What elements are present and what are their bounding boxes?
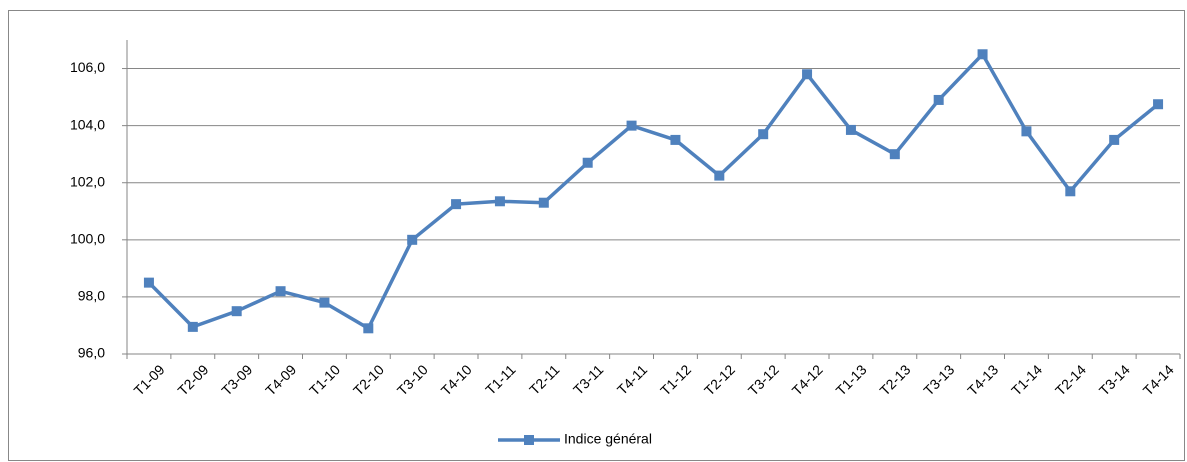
series-line: [147, 52, 1160, 331]
point-marker: [538, 197, 549, 208]
legend-marker: [524, 435, 534, 445]
point-marker: [1109, 134, 1120, 145]
point-marker: [626, 120, 637, 131]
y-tick-label: 96,0: [78, 345, 105, 361]
point-marker: [143, 277, 154, 288]
point-marker: [494, 196, 505, 207]
point-marker: [275, 286, 286, 297]
legend-label: Indice général: [564, 431, 652, 447]
chart-border: [8, 10, 1185, 461]
point-marker: [889, 149, 900, 160]
point-marker: [845, 124, 856, 135]
point-marker: [758, 129, 769, 140]
point-marker: [319, 297, 330, 308]
y-tick-label: 98,0: [78, 288, 105, 304]
point-marker: [187, 321, 198, 332]
point-marker: [1065, 186, 1076, 197]
point-marker: [933, 94, 944, 105]
point-marker: [451, 199, 462, 210]
point-marker: [1153, 99, 1164, 110]
point-marker: [363, 323, 374, 334]
point-marker: [977, 49, 988, 60]
y-tick-label: 100,0: [70, 231, 105, 247]
point-marker: [1021, 126, 1032, 137]
point-marker: [407, 234, 418, 245]
y-tick-label: 106,0: [70, 59, 105, 75]
point-marker: [714, 170, 725, 181]
y-tick-label: 102,0: [70, 173, 105, 189]
point-marker: [670, 134, 681, 145]
y-tick-label: 104,0: [70, 116, 105, 132]
point-marker: [231, 306, 242, 317]
point-marker: [802, 69, 813, 80]
point-marker: [582, 157, 593, 168]
